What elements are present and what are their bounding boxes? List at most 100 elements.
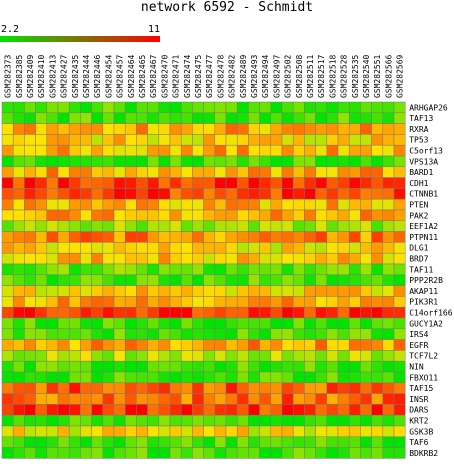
heatmap-cell xyxy=(304,242,316,254)
heatmap-cell xyxy=(46,144,59,157)
heatmap-cell xyxy=(348,285,361,297)
heatmap-cell xyxy=(393,285,406,297)
heatmap-cell xyxy=(192,144,204,157)
row-label: PTEN xyxy=(409,201,428,210)
heatmap-cell xyxy=(46,231,59,243)
heatmap-cell xyxy=(57,177,70,189)
heatmap-cell xyxy=(192,242,204,254)
heatmap-cell xyxy=(393,404,406,416)
heatmap-cell xyxy=(360,285,372,297)
heatmap-cell xyxy=(393,166,406,178)
heatmap-cell xyxy=(147,144,160,157)
heatmap-cell xyxy=(270,425,283,438)
heatmap-cell xyxy=(169,393,182,405)
heatmap-cell xyxy=(80,263,92,276)
heatmap-cell xyxy=(12,306,25,319)
heatmap-cell xyxy=(304,447,316,459)
heatmap-cell xyxy=(292,177,305,189)
heatmap-cell xyxy=(68,414,81,427)
heatmap-cell xyxy=(393,371,406,384)
heatmap-cell xyxy=(80,414,92,427)
heatmap-cell xyxy=(203,155,216,168)
heatmap-cell xyxy=(12,425,25,438)
heatmap-cell xyxy=(35,328,48,340)
heatmap-cell xyxy=(393,112,406,124)
column-label: GSM282435 xyxy=(71,54,80,98)
heatmap-cell xyxy=(35,123,48,135)
heatmap-cell xyxy=(57,188,70,200)
row-label: BRD7 xyxy=(409,255,428,264)
heatmap-cell xyxy=(158,188,171,200)
heatmap-cell xyxy=(180,177,193,189)
heatmap-cell xyxy=(102,371,115,384)
heatmap-cell xyxy=(68,404,81,416)
column-label: GSM282385 xyxy=(15,54,24,98)
heatmap-cell xyxy=(80,393,92,405)
heatmap-cell xyxy=(236,296,249,308)
heatmap-cell xyxy=(113,155,126,168)
heatmap-cell xyxy=(91,285,104,297)
scale-min-label: 2.2 xyxy=(1,24,20,35)
heatmap-cell xyxy=(304,274,316,286)
heatmap-cell xyxy=(68,144,81,157)
heatmap-cell xyxy=(12,112,25,124)
heatmap-cell xyxy=(124,328,137,340)
heatmap-cell xyxy=(236,134,249,146)
heatmap-cell xyxy=(281,188,294,200)
heatmap-cell xyxy=(236,328,249,340)
heatmap-cell xyxy=(192,123,204,135)
heatmap-cell xyxy=(214,198,227,211)
heatmap-cell xyxy=(270,317,283,330)
heatmap-cell xyxy=(169,263,182,276)
heatmap-cell xyxy=(192,198,204,211)
heatmap-cell xyxy=(1,123,14,135)
heatmap-cell xyxy=(180,296,193,308)
heatmap-cell xyxy=(35,285,48,297)
heatmap-cell xyxy=(203,209,216,222)
column-label: GSM282528 xyxy=(340,54,349,98)
heatmap-cell xyxy=(236,404,249,416)
heatmap-cell xyxy=(315,306,328,319)
heatmap-cell xyxy=(259,371,272,384)
heatmap-cell xyxy=(147,112,160,124)
column-label: GSM282482 xyxy=(228,54,237,98)
heatmap-cell xyxy=(393,425,406,438)
heatmap-cell xyxy=(270,242,283,254)
heatmap-cell xyxy=(270,447,283,459)
heatmap-cell xyxy=(270,339,283,351)
heatmap-cell xyxy=(326,263,339,276)
heatmap-cell xyxy=(12,274,25,286)
heatmap-cell xyxy=(382,328,395,340)
heatmap-cell xyxy=(192,350,204,362)
heatmap-cell xyxy=(80,112,92,124)
row-label: RXRA xyxy=(409,125,428,134)
heatmap-cell xyxy=(46,339,59,351)
heatmap-cell xyxy=(203,393,216,405)
heatmap-cell xyxy=(1,231,14,243)
heatmap-cell xyxy=(169,436,182,448)
heatmap-cell xyxy=(124,155,137,168)
heatmap-cell xyxy=(348,155,361,168)
heatmap-cell xyxy=(147,306,160,319)
heatmap-cell xyxy=(360,220,372,232)
heatmap-cell xyxy=(214,112,227,124)
row-label: DARS xyxy=(409,406,428,415)
heatmap-cell xyxy=(169,123,182,135)
heatmap-cell xyxy=(102,242,115,254)
heatmap-cell xyxy=(326,112,339,124)
heatmap-cell xyxy=(203,285,216,297)
heatmap-cell xyxy=(315,436,328,448)
heatmap-cell xyxy=(360,447,372,459)
heatmap-cell xyxy=(68,350,81,362)
row-label: INSR xyxy=(409,395,428,404)
heatmap-cell xyxy=(348,188,361,200)
heatmap-cell xyxy=(371,112,384,124)
heatmap-cell xyxy=(292,166,305,178)
heatmap-cell xyxy=(192,166,204,178)
heatmap-cell xyxy=(147,382,160,394)
heatmap-cell xyxy=(46,360,59,373)
heatmap-cell xyxy=(158,371,171,384)
heatmap-cell xyxy=(91,447,104,459)
heatmap-cell xyxy=(180,447,193,459)
